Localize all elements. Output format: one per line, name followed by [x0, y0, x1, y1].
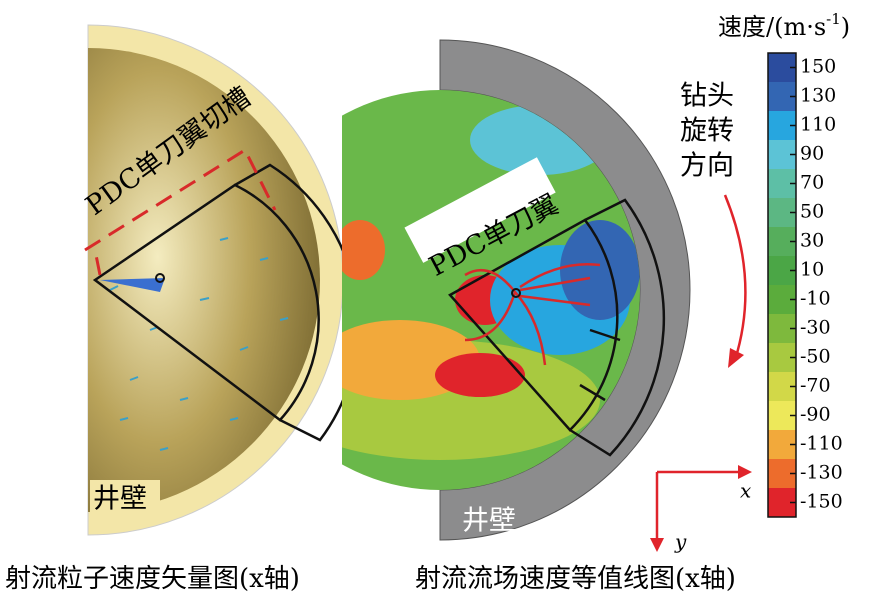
colorbar-tick-label: 10 — [800, 259, 824, 281]
hole-surface — [88, 48, 320, 512]
particle-vectors — [109, 237, 289, 451]
colorbar-title: 速度/(m·s-1) — [718, 10, 850, 41]
right-panel: PDC单刀翼 井壁 射流流场速度等值线图(x轴) — [342, 39, 736, 594]
title-end: ) — [841, 13, 850, 41]
rotation-arrowhead — [728, 348, 744, 368]
blade-outline — [569, 198, 666, 457]
title-text: 速度/(m·s — [718, 13, 826, 41]
jet — [100, 278, 165, 292]
title-sup: -1 — [826, 10, 841, 28]
colorbar-tick-label: 150 — [800, 56, 836, 78]
colorbar-tick-label: 90 — [800, 143, 824, 165]
caption: 射流流场速度等值线图(x轴) — [415, 564, 736, 594]
colorbar-tick-label: -130 — [800, 462, 843, 484]
rotation-label: 钻头 — [680, 81, 734, 112]
colorbar-tick-label: -50 — [800, 346, 831, 368]
axis-arrowheads — [650, 465, 752, 552]
nozzle — [155, 273, 165, 283]
colorbar-tick-label: 130 — [800, 85, 836, 107]
groove-outline — [84, 147, 277, 276]
axis-arrows — [655, 470, 742, 540]
rotation-arrow — [723, 194, 747, 361]
rotation-label: 方向 — [680, 151, 734, 182]
left-panel: PDC单刀翼切槽 井壁 射流粒子速度矢量图(x轴) — [5, 24, 360, 594]
wall-label: 井壁 — [462, 506, 516, 537]
colorbar-tick-label: -30 — [800, 317, 831, 339]
axis-label: x — [740, 479, 751, 503]
rotation-label: 旋转 — [680, 116, 734, 147]
colorbar-tick-label: 110 — [800, 114, 836, 136]
colorbar-tick-label: 30 — [800, 230, 824, 252]
colorbar-tick-label: -10 — [800, 288, 831, 310]
flow-arrows — [464, 263, 601, 366]
axis-label: y — [674, 530, 687, 554]
colorbar-tick-label: 70 — [800, 172, 824, 194]
colorbar-frame — [767, 52, 797, 518]
label-bg — [90, 480, 160, 518]
nozzle — [511, 288, 521, 298]
colorbar-tick-label: -90 — [800, 404, 831, 426]
wall-label: 井壁 — [93, 484, 147, 515]
colorbar: 150 130 110 90 70 50 30 10 -10 -30 -50 -70 -90 -110 -1… — [767, 52, 843, 518]
caption: 射流粒子速度矢量图(x轴) — [5, 564, 300, 594]
colorbar-tick-label: -110 — [800, 433, 843, 455]
blade-outline — [448, 218, 619, 432]
colorbar-tick-label: -70 — [800, 375, 831, 397]
blade-outline — [92, 183, 320, 422]
label-bg — [404, 157, 556, 263]
colorbar-tick-label: -150 — [800, 491, 843, 513]
colorbar-tick-label: 50 — [800, 201, 824, 223]
